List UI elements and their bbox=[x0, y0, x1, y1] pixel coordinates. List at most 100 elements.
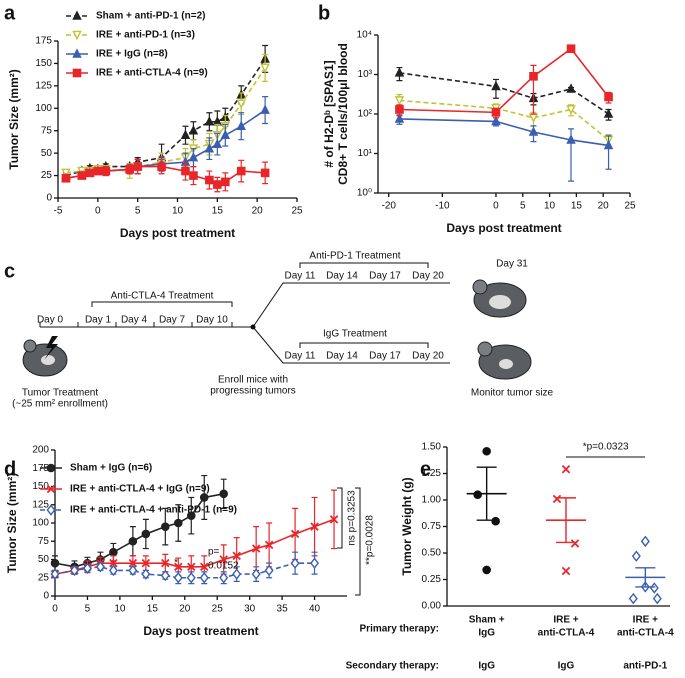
x-tick-label: 10 bbox=[172, 206, 184, 217]
marker bbox=[187, 562, 196, 572]
x-tick-label: 0 bbox=[95, 206, 101, 217]
x-axis-label: Days post treatment bbox=[446, 221, 561, 235]
y-tick-label: 50 bbox=[41, 148, 53, 159]
marker bbox=[552, 494, 562, 504]
marker bbox=[85, 168, 95, 178]
legend-label: IRE + anti-CTLA-4 + anti-PD-1 (n=9) bbox=[70, 505, 237, 516]
marker bbox=[50, 568, 60, 580]
marker bbox=[204, 142, 215, 153]
marker bbox=[640, 535, 650, 548]
marker bbox=[95, 561, 105, 573]
secondary-label: IgG bbox=[558, 661, 575, 672]
marker bbox=[161, 522, 170, 531]
day-label: Day 11 bbox=[285, 351, 316, 362]
marker bbox=[310, 557, 320, 569]
marker bbox=[566, 44, 576, 53]
marker bbox=[219, 555, 228, 564]
marker bbox=[141, 558, 151, 568]
marker bbox=[50, 558, 60, 568]
day-label: Day 14 bbox=[326, 351, 358, 362]
bracket bbox=[91, 301, 233, 307]
annotation: *p=0.0323 bbox=[583, 442, 629, 453]
timeline-ticks bbox=[39, 322, 233, 327]
y-tick-label: 10⁴ bbox=[357, 30, 372, 41]
marker bbox=[394, 67, 405, 77]
y-tick-label: 175 bbox=[35, 36, 52, 47]
marker bbox=[69, 564, 79, 577]
x-tick-label: 10 bbox=[114, 604, 126, 615]
marker bbox=[264, 540, 274, 550]
marker bbox=[82, 562, 92, 574]
series-line bbox=[54, 562, 315, 579]
x-tick-label: 10 bbox=[544, 201, 556, 212]
marker bbox=[205, 175, 214, 185]
y-tick-label: 25 bbox=[38, 572, 50, 583]
annotation: **p=0.0028 bbox=[365, 515, 376, 565]
x-tick-label: 5 bbox=[520, 201, 526, 212]
marker bbox=[157, 162, 166, 171]
marker bbox=[204, 116, 215, 126]
y-tick-label: 0 bbox=[46, 193, 52, 204]
marker bbox=[188, 125, 199, 135]
x-tick-label: 25 bbox=[624, 201, 636, 212]
bracket bbox=[299, 262, 429, 268]
y-tick-label: 200 bbox=[32, 445, 49, 456]
marker bbox=[652, 592, 662, 605]
legend-label: IRE + anti-CTLA-4 (n=9) bbox=[96, 68, 208, 79]
marker bbox=[310, 522, 319, 531]
day-label: Day 17 bbox=[369, 351, 401, 362]
marker bbox=[77, 171, 87, 180]
day-label: Day 1 bbox=[85, 315, 112, 326]
marker bbox=[219, 572, 229, 584]
x-tick-label: 25 bbox=[212, 604, 224, 615]
note: progressing tumors bbox=[210, 386, 296, 397]
error-bar bbox=[635, 567, 656, 588]
marker bbox=[108, 564, 118, 577]
y-tick-label: 75 bbox=[41, 125, 53, 136]
mouse-icon bbox=[22, 336, 68, 377]
marker bbox=[329, 515, 339, 524]
day-label: Day 31 bbox=[496, 259, 528, 270]
marker bbox=[61, 173, 71, 183]
annotation: ns p=0.3253 bbox=[347, 490, 358, 546]
series-line bbox=[399, 47, 610, 114]
annotation: p= bbox=[208, 547, 220, 558]
series-line bbox=[65, 67, 266, 174]
x-tick-label: 20 bbox=[252, 206, 264, 217]
y-axis-label: Tumor Size (mm²) bbox=[5, 473, 19, 573]
day-label: Day 11 bbox=[285, 271, 316, 282]
error-bar bbox=[476, 466, 497, 521]
x-tick-label: 35 bbox=[277, 604, 289, 615]
x-tick-label: anti-CTLA-4 bbox=[617, 628, 674, 639]
y-tick-label: 1.50 bbox=[422, 442, 442, 453]
marker bbox=[220, 129, 231, 139]
marker bbox=[491, 516, 500, 526]
legend-label: IRE + anti-CTLA-4 + IgG (n=9) bbox=[70, 484, 210, 495]
day-label: Day 20 bbox=[412, 271, 444, 282]
secondary-label: anti-PD-1 bbox=[623, 661, 667, 672]
legend-marker bbox=[46, 484, 56, 494]
marker bbox=[186, 572, 196, 584]
x-tick-label: 30 bbox=[244, 604, 256, 615]
panel-letter: c bbox=[4, 260, 15, 282]
treatment-label: IgG Treatment bbox=[323, 329, 387, 340]
x-tick-label: 5 bbox=[85, 604, 91, 615]
x-tick-label: IgG bbox=[478, 628, 495, 639]
day-label: Day 14 bbox=[326, 271, 358, 282]
marker bbox=[133, 162, 142, 171]
y-tick-label: 0.00 bbox=[422, 601, 442, 612]
secondary-label: IgG bbox=[478, 661, 495, 672]
day-label: Day 0 bbox=[37, 315, 64, 326]
y-axis-label: Tumor Size (mm²) bbox=[7, 69, 21, 169]
marker bbox=[561, 566, 571, 576]
marker bbox=[141, 568, 151, 580]
series-line bbox=[399, 99, 610, 141]
y-tick-label: 75 bbox=[38, 536, 50, 547]
series-line bbox=[399, 118, 609, 147]
marker bbox=[529, 72, 538, 81]
y-tick-label: 10³ bbox=[358, 69, 373, 80]
x-tick-label: 15 bbox=[212, 206, 224, 217]
legend-label: IRE + IgG (n=8) bbox=[96, 49, 168, 60]
marker bbox=[220, 177, 230, 187]
